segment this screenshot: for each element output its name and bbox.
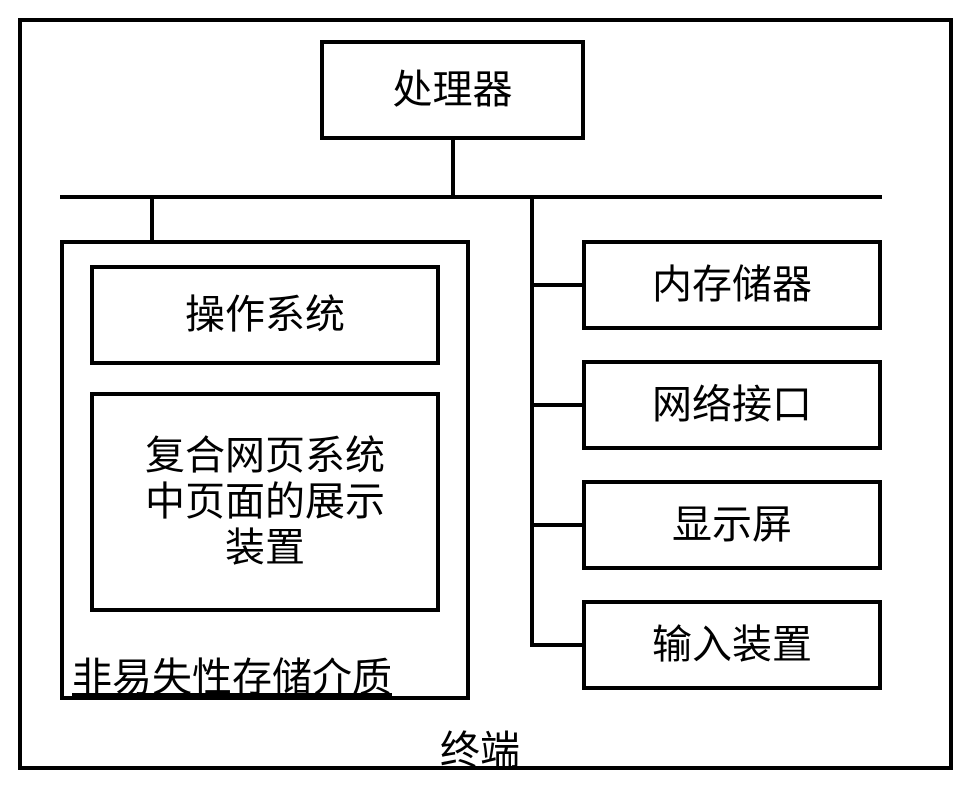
connector-line	[530, 643, 582, 647]
storage-label: 非易失性存储介质	[72, 645, 392, 703]
screen-node: 显示屏	[582, 480, 882, 570]
os-node: 操作系统	[90, 265, 440, 365]
memory-node: 内存储器	[582, 240, 882, 330]
processor-label: 处理器	[393, 67, 513, 113]
connector-line	[60, 195, 882, 199]
processor-node: 处理器	[320, 40, 585, 140]
connector-line	[451, 140, 455, 195]
display-device-label: 复合网页系统 中页面的展示 装置	[145, 433, 385, 571]
connector-line	[530, 195, 534, 647]
network-interface-node: 网络接口	[582, 360, 882, 450]
screen-label: 显示屏	[672, 502, 792, 548]
display-device-node: 复合网页系统 中页面的展示 装置	[90, 392, 440, 612]
connector-line	[530, 283, 582, 287]
input-device-label: 输入装置	[652, 622, 812, 668]
os-label: 操作系统	[185, 292, 345, 338]
connector-line	[530, 523, 582, 527]
network-interface-label: 网络接口	[652, 382, 812, 428]
connector-line	[530, 403, 582, 407]
memory-label: 内存储器	[652, 262, 812, 308]
connector-line	[150, 195, 154, 240]
terminal-label: 终端	[440, 718, 520, 776]
input-device-node: 输入装置	[582, 600, 882, 690]
